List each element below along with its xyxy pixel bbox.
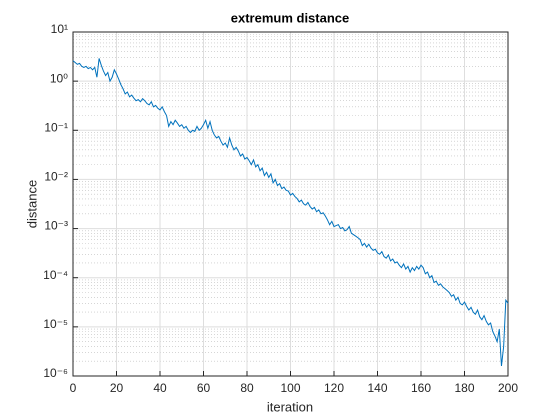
x-tick-label: 200 — [498, 381, 518, 395]
x-tick-label: 120 — [324, 381, 344, 395]
y-axis-label: distance — [24, 180, 39, 228]
x-tick-label: 20 — [110, 381, 124, 395]
y-tick-label: 10⁰ — [50, 71, 68, 85]
y-tick-label: 10⁻⁴ — [43, 268, 68, 282]
y-tick-label: 10⁻⁵ — [43, 317, 68, 331]
plot-frame — [72, 31, 509, 377]
data-line — [72, 58, 509, 367]
y-tick-label: 10⁻² — [44, 170, 68, 184]
x-tick-label: 180 — [454, 381, 474, 395]
y-tick-label: 10⁻¹ — [44, 120, 68, 134]
x-axis-label: iteration — [267, 399, 313, 414]
x-tick-label: 100 — [280, 381, 300, 395]
chart-title: extremum distance — [231, 10, 350, 25]
x-tick-label: 140 — [367, 381, 387, 395]
y-tick-label: 10⁻³ — [44, 219, 68, 233]
x-tick-label: 80 — [240, 381, 254, 395]
x-tick-label: 60 — [197, 381, 211, 395]
y-tick-label: 10¹ — [51, 22, 68, 36]
x-tick-label: 40 — [153, 381, 167, 395]
y-tick-label: 10⁻⁶ — [43, 366, 68, 380]
x-tick-label: 160 — [411, 381, 431, 395]
x-tick-label: 0 — [70, 381, 77, 395]
